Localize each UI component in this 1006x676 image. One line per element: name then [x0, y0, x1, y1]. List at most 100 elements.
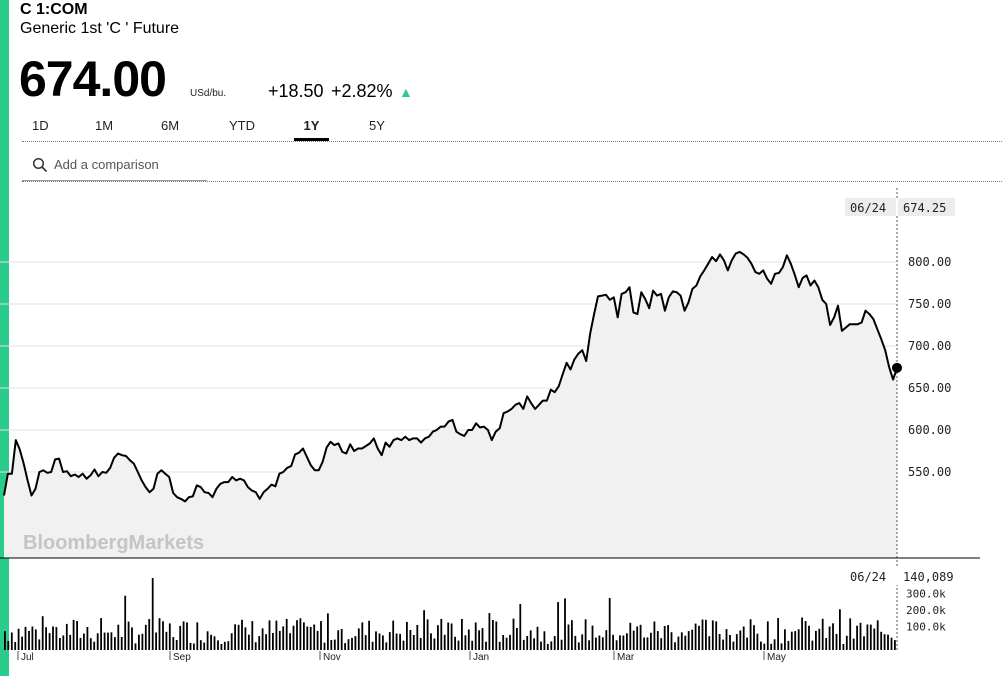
- volume-bar: [577, 642, 580, 650]
- volume-bar: [419, 638, 422, 650]
- volume-bar: [571, 620, 573, 650]
- volume-bar: [24, 626, 27, 650]
- volume-bar: [309, 627, 312, 650]
- price-area-fill: [4, 251, 897, 558]
- volume-bar: [488, 613, 491, 650]
- volume-bar: [715, 621, 718, 650]
- volume-bar: [839, 609, 841, 650]
- volume-bar: [337, 630, 340, 650]
- volume-bar: [567, 624, 570, 650]
- volume-bar: [869, 624, 872, 650]
- comparison-input[interactable]: [52, 153, 206, 175]
- volume-bar: [399, 633, 401, 650]
- volume-bar: [120, 637, 123, 650]
- tab-1m[interactable]: 1M: [95, 118, 114, 133]
- tabs-divider: [22, 141, 1002, 142]
- volume-bar: [780, 643, 783, 650]
- volume-bar: [753, 625, 755, 650]
- volume-bar: [127, 621, 130, 650]
- volume-bar: [584, 619, 587, 650]
- volume-bar: [674, 642, 676, 650]
- y-tick-label: 550.00: [908, 465, 951, 479]
- volume-bar: [423, 610, 425, 650]
- volume-bar: [890, 637, 893, 650]
- volume-bar: [158, 618, 161, 650]
- volume-bar: [605, 630, 608, 650]
- y-tick-label: 700.00: [908, 339, 951, 353]
- volume-bar: [450, 623, 453, 650]
- volume-bar: [251, 621, 254, 650]
- volume-bar: [550, 641, 553, 650]
- volume-bar: [344, 643, 346, 650]
- volume-bar: [739, 630, 742, 650]
- volume-bar: [96, 633, 99, 650]
- volume-bar: [650, 632, 652, 650]
- volume-bar: [254, 642, 257, 650]
- volume-bar: [134, 643, 137, 650]
- volume-bar: [86, 627, 89, 650]
- volume-bar: [385, 642, 388, 650]
- volume-bar: [395, 633, 398, 650]
- volume-bar: [392, 620, 395, 650]
- volume-bar: [296, 620, 298, 650]
- tab-1y[interactable]: 1Y: [294, 118, 329, 141]
- volume-bar: [818, 628, 821, 650]
- volume-bar: [591, 625, 594, 650]
- volume-bar: [615, 640, 618, 650]
- volume-bar: [41, 616, 44, 650]
- volume-bar: [371, 641, 374, 650]
- x-tick-label: Sep: [173, 652, 191, 663]
- volume-bar: [474, 622, 477, 650]
- volume-bar: [357, 628, 360, 650]
- volume-bar: [217, 640, 219, 650]
- volume-bar: [464, 635, 467, 650]
- volume-bar: [282, 626, 285, 650]
- price-unit: USd/bu.: [190, 88, 227, 99]
- volume-bar: [608, 598, 611, 650]
- volume-bar: [612, 634, 614, 650]
- volume-bar: [677, 636, 680, 650]
- range-tabs: 1D 1M 6M YTD 1Y 5Y: [22, 118, 1002, 142]
- volume-bar: [313, 624, 316, 650]
- tab-5y[interactable]: 5Y: [369, 118, 385, 133]
- volume-bar: [327, 613, 329, 650]
- readout-date: 06/24: [850, 201, 886, 215]
- volume-bar: [124, 595, 127, 650]
- volume-bar: [705, 619, 707, 650]
- volume-bar: [454, 636, 456, 650]
- volume-bar: [588, 640, 590, 650]
- volume-bar: [821, 618, 824, 650]
- volume-tick-label: 100.0k: [906, 621, 946, 634]
- price-change: +18.50: [268, 81, 324, 101]
- security-name: Generic 1st 'C ' Future: [20, 20, 180, 37]
- volume-bar: [10, 632, 13, 650]
- volume-bar: [880, 631, 883, 650]
- volume-bar: [718, 634, 721, 650]
- volume-bar: [760, 641, 762, 650]
- volume-bar: [416, 625, 419, 650]
- volume-bar: [866, 624, 869, 650]
- volume-bar: [430, 633, 432, 650]
- volume-bar: [292, 625, 295, 650]
- tab-ytd[interactable]: YTD: [229, 118, 255, 133]
- volume-bar: [546, 643, 549, 650]
- volume-bar: [406, 621, 408, 650]
- volume-bar: [347, 639, 350, 650]
- volume-bar: [114, 637, 116, 650]
- volume-bar: [443, 634, 446, 650]
- volume-bar: [17, 628, 20, 650]
- volume-bar: [770, 643, 773, 650]
- triangle-up-icon: ▲: [399, 84, 413, 100]
- volume-bar: [388, 632, 391, 650]
- volume-bar: [4, 631, 6, 650]
- volume-bar: [763, 643, 766, 650]
- tab-6m[interactable]: 6M: [161, 118, 180, 133]
- tab-1d[interactable]: 1D: [32, 118, 49, 133]
- volume-bar: [529, 630, 532, 650]
- volume-bar: [261, 628, 264, 650]
- volume-bar: [117, 624, 120, 650]
- volume-bar: [598, 635, 601, 650]
- volume-bar: [749, 619, 752, 650]
- volume-bar: [83, 633, 85, 650]
- volume-bar: [522, 639, 525, 650]
